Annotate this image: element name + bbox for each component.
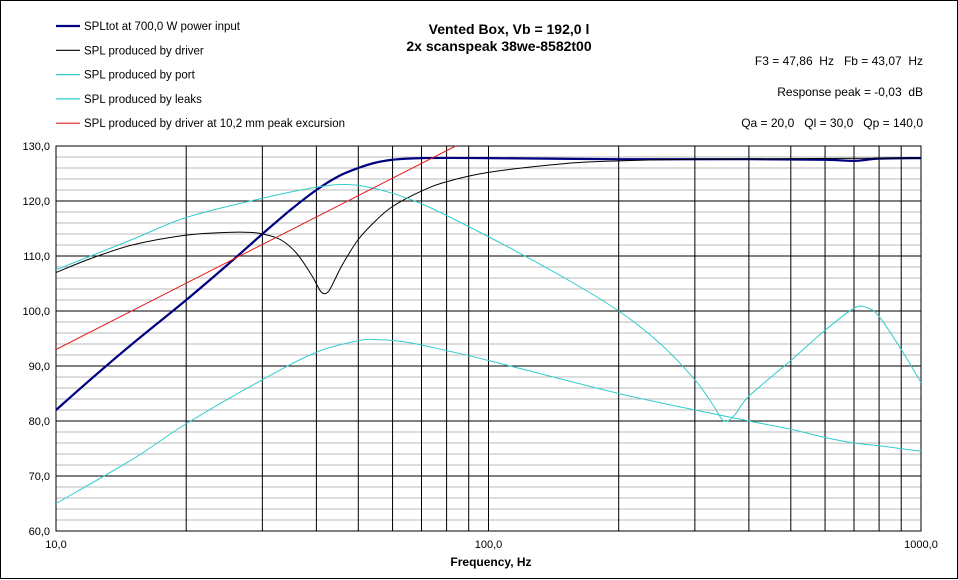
chart-title: Vented Box, Vb = 192,0 l <box>429 21 590 37</box>
x-tick-label: 1000,0 <box>904 539 938 551</box>
series-line-1 <box>55 156 922 411</box>
x-tick-label: 10,0 <box>45 539 66 551</box>
series-line-5 <box>55 145 456 350</box>
chart-subtitle: 2x scanspeak 38we-8582t00 <box>406 38 591 54</box>
legend: SPLtot at 700,0 W power input SPL produce… <box>56 21 345 130</box>
legend-label-2: SPL produced by driver <box>84 45 204 57</box>
series-line-4 <box>55 338 922 504</box>
y-tick-label: 120,0 <box>22 196 50 208</box>
y-tick-label: 70,0 <box>29 471 50 483</box>
major-gridlines <box>55 145 922 532</box>
annotation-f3-fb: F3 = 47,86 Hz Fb = 43,07 Hz <box>755 54 923 68</box>
series-layer <box>55 145 922 504</box>
y-tick-label: 110,0 <box>23 251 50 263</box>
x-axis-label: Frequency, Hz <box>450 555 531 569</box>
legend-label-5: SPL produced by driver at 10,2 mm peak e… <box>84 118 345 130</box>
y-tick-label: 90,0 <box>29 361 50 373</box>
legend-label-3: SPL produced by port <box>84 70 196 82</box>
tick-labels: 60,0 70,0 80,0 90,0 100,0 110,0 120,0 130,0 10,0… <box>22 141 937 551</box>
legend-label-1: SPLtot at 700,0 W power input <box>84 21 241 33</box>
series-line-2 <box>55 157 922 295</box>
x-tick-label: 100,0 <box>475 539 503 551</box>
legend-label-4: SPL produced by leaks <box>84 94 202 106</box>
annotation-response-peak: Response peak = -0,03 dB <box>777 85 923 99</box>
y-tick-label: 130,0 <box>22 141 50 153</box>
series-line-3 <box>55 183 922 422</box>
annotation-q-values: Qa = 20,0 Ql = 30,0 Qp = 140,0 <box>741 116 923 130</box>
y-tick-label: 60,0 <box>29 526 50 538</box>
y-tick-label: 80,0 <box>29 416 50 428</box>
y-tick-label: 100,0 <box>22 306 50 318</box>
plot-area-frame <box>55 145 922 532</box>
